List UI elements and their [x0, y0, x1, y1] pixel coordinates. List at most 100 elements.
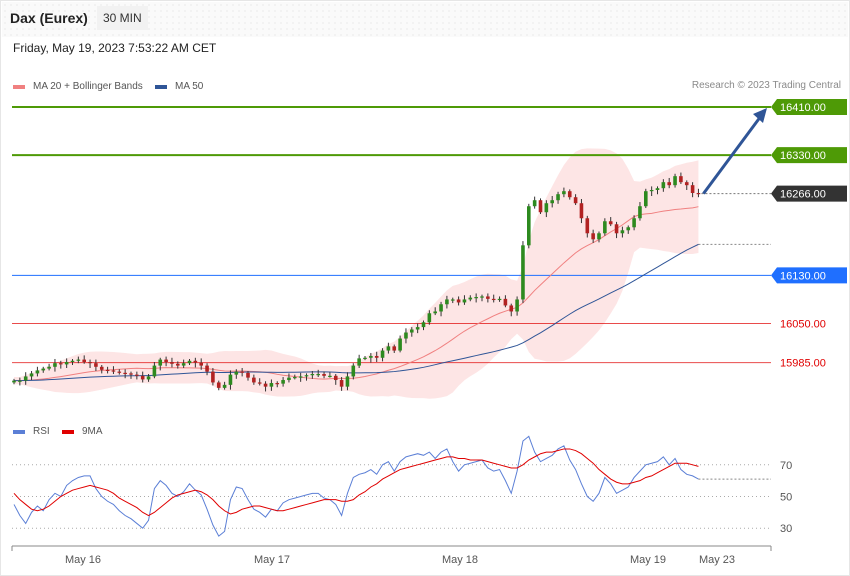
candle-body	[567, 191, 572, 198]
level-label-16410: 16410.00	[780, 102, 826, 114]
candle-body	[99, 366, 104, 370]
candle-body	[316, 374, 320, 376]
candle-body	[170, 361, 174, 364]
level-label-16266: 16266.00	[780, 189, 826, 201]
candle-body	[18, 380, 22, 382]
candle-body	[608, 221, 613, 225]
candle-body	[228, 374, 233, 385]
candle-body	[544, 203, 549, 213]
candle-body	[35, 370, 40, 374]
candle-body	[421, 322, 426, 328]
candle-body	[152, 365, 157, 377]
candle-body	[304, 375, 309, 377]
legend-9ma-label: 9MA	[82, 426, 103, 437]
candles	[12, 172, 701, 392]
candle-body	[550, 200, 554, 204]
candle-body	[333, 375, 338, 381]
candle-body	[29, 373, 34, 377]
ma50-line	[14, 243, 699, 382]
candle-body	[146, 376, 151, 380]
interval-button[interactable]: 30 MIN	[97, 6, 148, 30]
legend-ma20: MA 20 + Bollinger Bands	[13, 81, 143, 92]
candle-body	[234, 371, 239, 375]
legend-ma50-label: MA 50	[175, 81, 204, 92]
candle-body	[88, 361, 92, 364]
instrument-title: Dax (Eurex)	[10, 10, 88, 26]
candle-body	[176, 363, 180, 366]
candle-body	[538, 200, 543, 213]
candle-body	[690, 185, 695, 193]
candle-body	[644, 191, 648, 207]
candle-body	[562, 191, 566, 195]
candle-body	[620, 230, 625, 234]
candle-body	[246, 372, 250, 378]
candle-body	[474, 297, 478, 299]
candle-body	[287, 377, 291, 381]
level-label-16130: 16130.00	[780, 270, 826, 282]
rsi-series-9MA	[13, 448, 699, 517]
candle-body	[199, 362, 203, 366]
candle-body	[410, 329, 414, 333]
legend-ma20-label: MA 20 + Bollinger Bands	[33, 81, 143, 92]
candle-body	[521, 245, 525, 300]
candle-body	[597, 233, 601, 240]
candle-body	[205, 365, 209, 372]
candle-body	[275, 383, 280, 385]
candle-body	[269, 383, 274, 387]
level-badge-16410	[771, 99, 847, 115]
candle-body	[105, 369, 110, 372]
candle-body	[491, 298, 496, 301]
candle-body	[12, 380, 16, 383]
candle-body	[164, 359, 168, 362]
candle-body	[450, 299, 455, 301]
rsi-tick-70: 70	[780, 460, 792, 472]
candle-body	[181, 363, 186, 366]
candle-body	[193, 360, 198, 363]
candle-body	[111, 370, 116, 372]
candle-body	[433, 311, 437, 314]
level-lines: 16410.00 16330.00 16266.00 16130.00 16050.00…	[12, 99, 847, 370]
candle-body	[404, 332, 408, 339]
candle-body	[252, 377, 256, 383]
rsi-tick-50: 50	[780, 492, 792, 504]
candle-body	[696, 192, 701, 195]
candle-body	[374, 355, 379, 358]
candle-body	[357, 358, 361, 366]
candle-body	[415, 327, 420, 330]
candle-body	[532, 200, 537, 207]
candle-body	[328, 375, 332, 378]
candle-body	[509, 305, 514, 312]
candle-body	[135, 374, 139, 376]
bollinger-band	[14, 148, 699, 399]
level-badge-16266	[771, 185, 847, 202]
level-label-16050: 16050.00	[780, 319, 826, 331]
credit-text: Research © 2023 Trading Central	[691, 80, 841, 91]
candle-body	[64, 361, 69, 365]
candle-body	[70, 360, 75, 362]
x-tick-label: May 23	[699, 554, 735, 566]
candle-body	[632, 218, 636, 228]
candle-body	[129, 373, 133, 375]
x-tick-label: May 16	[65, 554, 101, 566]
candle-body	[211, 371, 215, 383]
candle-body	[398, 338, 402, 351]
ma20-swatch	[13, 84, 25, 89]
candle-body	[591, 233, 595, 240]
candle-body	[53, 363, 57, 367]
x-tick-label: May 18	[442, 554, 478, 566]
candle-body	[515, 299, 519, 312]
rsi-swatch	[13, 429, 25, 434]
candle-body	[380, 350, 385, 358]
candle-body	[257, 382, 262, 384]
candle-body	[638, 206, 642, 219]
candle-body	[497, 298, 502, 301]
candle-body	[187, 360, 192, 364]
forecast-arrow-shaft	[702, 115, 763, 195]
candle-body	[527, 206, 531, 246]
candle-body	[59, 363, 63, 365]
candle-body	[82, 359, 86, 362]
forecast-arrow-head	[753, 108, 767, 123]
candle-body	[585, 218, 590, 234]
